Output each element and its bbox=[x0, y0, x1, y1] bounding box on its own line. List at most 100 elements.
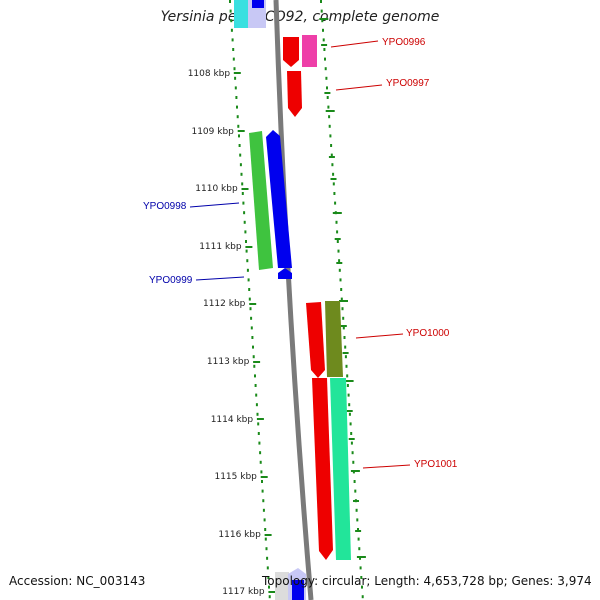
track-dot bbox=[264, 537, 267, 541]
track-dot bbox=[354, 489, 357, 493]
track-dot bbox=[261, 489, 264, 493]
track-dot bbox=[359, 556, 361, 560]
track-dot bbox=[350, 441, 353, 445]
track-dot bbox=[358, 547, 361, 551]
track-dot bbox=[238, 134, 240, 138]
track-dot bbox=[333, 192, 336, 195]
gene-ypo0998-arrow[interactable] bbox=[249, 131, 273, 270]
track-dot bbox=[230, 19, 233, 23]
track-dot bbox=[261, 480, 263, 483]
track-dot bbox=[239, 153, 242, 157]
gene-label-ypo0996[interactable]: YPO0996 bbox=[330, 37, 426, 48]
track-dot bbox=[344, 355, 347, 359]
skew-mark bbox=[319, 18, 329, 20]
gene-ypo1001-arrow[interactable] bbox=[312, 378, 333, 560]
track-dot bbox=[324, 67, 327, 71]
track-dot bbox=[332, 172, 335, 176]
track-dot bbox=[263, 518, 266, 522]
track-dot bbox=[259, 460, 262, 464]
gene-label-text: YPO1001 bbox=[414, 459, 458, 470]
track-dot bbox=[239, 163, 242, 167]
genome-backbone bbox=[273, 0, 314, 600]
track-dot bbox=[355, 508, 358, 512]
track-dot bbox=[350, 432, 353, 435]
skew-mark bbox=[355, 530, 362, 532]
track-dot bbox=[334, 201, 337, 205]
track-dot bbox=[254, 384, 257, 387]
track-dot bbox=[325, 76, 328, 80]
skew-mark bbox=[260, 476, 268, 478]
track-dot bbox=[338, 259, 341, 263]
track-dot bbox=[233, 67, 236, 71]
track-dot bbox=[344, 345, 347, 349]
track-dot bbox=[320, 0, 322, 3]
track-dot bbox=[328, 124, 331, 128]
skew-mark bbox=[348, 438, 355, 440]
feature-cyan-partial[interactable] bbox=[234, 0, 248, 28]
skew-mark bbox=[321, 44, 328, 46]
feature-teal-arrow[interactable] bbox=[330, 378, 351, 560]
track-dot bbox=[338, 268, 341, 272]
gene-label-text: YPO0997 bbox=[386, 78, 430, 89]
track-dot bbox=[351, 451, 354, 455]
track-dot bbox=[235, 96, 238, 99]
track-dot bbox=[249, 307, 252, 311]
track-dot bbox=[238, 144, 241, 147]
track-dot bbox=[336, 230, 339, 234]
track-dot bbox=[232, 57, 235, 61]
skew-mark bbox=[339, 300, 348, 302]
skew-mark bbox=[344, 380, 354, 382]
track-dot bbox=[326, 86, 328, 90]
gene-label-ypo1001[interactable]: YPO1001 bbox=[362, 459, 458, 470]
track-dot bbox=[260, 470, 263, 474]
skew-mark bbox=[256, 418, 264, 420]
track-dot bbox=[328, 115, 331, 119]
gene-label-ypo1000[interactable]: YPO1000 bbox=[355, 328, 450, 339]
tick-label: 1112 kbp bbox=[203, 299, 246, 309]
skew-mark bbox=[324, 92, 331, 94]
track-dot bbox=[331, 163, 334, 167]
track-dot bbox=[357, 537, 360, 541]
feature-blue-bottom[interactable] bbox=[292, 580, 304, 600]
gene-label-ypo0998[interactable]: YPO0998 bbox=[143, 201, 240, 212]
gene-label-ypo0997[interactable]: YPO0997 bbox=[335, 78, 430, 91]
track-dot bbox=[247, 278, 250, 282]
skew-mark bbox=[249, 303, 257, 305]
feature-magenta-arrow[interactable] bbox=[302, 35, 317, 67]
track-dot bbox=[361, 585, 363, 589]
gene-label-ypo0999[interactable]: YPO0999 bbox=[149, 275, 245, 286]
genome-summary-label: Topology: circular; Length: 4,653,728 bp… bbox=[262, 574, 592, 588]
gene-ypo0999-arrow[interactable] bbox=[266, 130, 292, 268]
track-dot bbox=[251, 336, 254, 339]
track-dot bbox=[348, 403, 351, 407]
feature-blue-small-arrow[interactable] bbox=[278, 268, 292, 279]
track-dot bbox=[255, 403, 258, 407]
skew-mark bbox=[268, 591, 276, 593]
feature-lightgray-partial[interactable] bbox=[275, 572, 289, 600]
track-dot bbox=[353, 480, 356, 483]
track-dot bbox=[255, 393, 258, 397]
track-dot bbox=[346, 384, 349, 387]
gene-ypo0997-arrow[interactable] bbox=[287, 71, 302, 117]
gene-ypo1000-arrow[interactable] bbox=[306, 302, 325, 378]
track-dot bbox=[324, 57, 326, 61]
track-dot bbox=[266, 566, 269, 570]
track-dot bbox=[243, 220, 246, 224]
track-dot bbox=[242, 201, 245, 205]
track-dot bbox=[359, 566, 362, 570]
feature-blue-partial[interactable] bbox=[252, 0, 264, 8]
skew-mark bbox=[253, 361, 261, 363]
track-dot bbox=[259, 451, 262, 455]
skew-mark bbox=[233, 72, 241, 74]
skew-mark bbox=[336, 262, 343, 264]
feature-olive-arrow[interactable] bbox=[325, 301, 343, 377]
skew-mark bbox=[264, 534, 272, 536]
track-dot bbox=[330, 144, 333, 147]
tick-label: 1115 kbp bbox=[214, 472, 257, 482]
gene-ypo0996-arrow[interactable] bbox=[283, 37, 299, 67]
track-dot bbox=[250, 316, 253, 320]
skew-mark bbox=[356, 556, 366, 558]
skew-mark bbox=[330, 178, 337, 180]
track-dot bbox=[236, 105, 238, 109]
track-dot bbox=[267, 576, 270, 579]
